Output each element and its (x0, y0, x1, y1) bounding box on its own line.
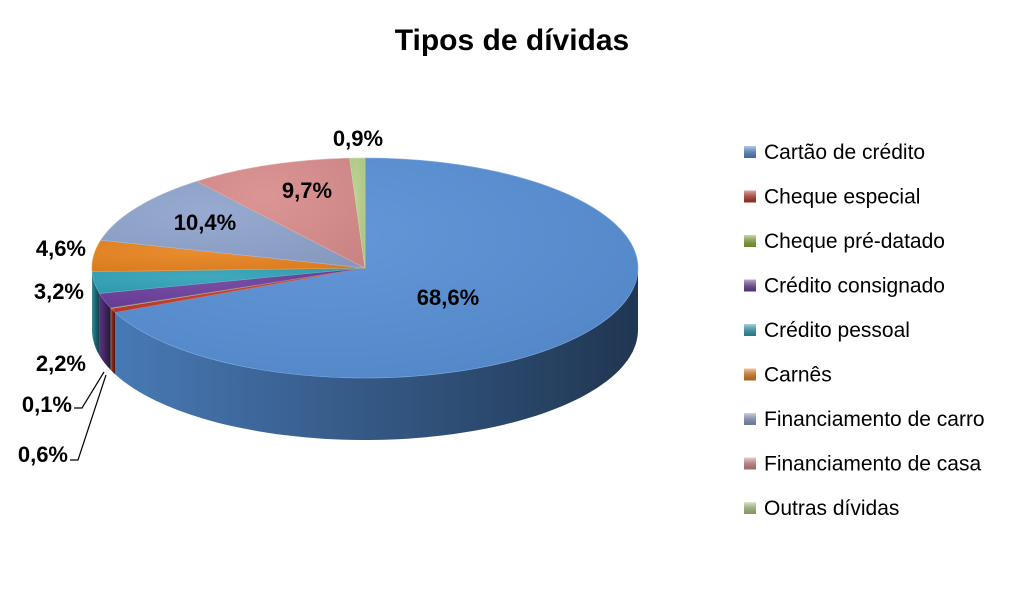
slice-outras-dividas (349, 157, 366, 269)
data-label-cartao-de-credito: 68,6% (417, 285, 479, 310)
slice-cartao-de-credito (114, 157, 639, 379)
data-label-financiamento-de-carro: 10,4% (174, 210, 236, 235)
data-label-credito-pessoal: 3,2% (34, 279, 84, 304)
legend-item-credito-pessoal: Crédito pessoal (744, 319, 910, 342)
slice-financiamento-de-carro (100, 181, 366, 269)
legend-swatch-shade-cartao-de-credito (744, 146, 756, 158)
data-label-cheque-pre-datado: 0,1% (22, 392, 72, 417)
legend-swatch-shade-carnes (744, 368, 756, 381)
legend-swatch-shade-cheque-especial (744, 190, 756, 203)
slice-financiamento-de-casa (196, 157, 366, 269)
data-label-outras-dividas: 0,9% (333, 126, 383, 151)
legend-item-credito-consignado: Crédito consignado (744, 275, 945, 298)
legend-swatch-shade-credito-consignado (744, 279, 756, 292)
legend-label-cheque-especial: Cheque especial (764, 186, 920, 209)
legend-item-carnes: Carnês (744, 364, 832, 387)
legend-label-credito-consignado: Crédito consignado (764, 275, 945, 298)
legend-label-outras-dividas: Outras dívidas (764, 497, 899, 520)
legend-item-financiamento-de-casa: Financiamento de casa (744, 453, 981, 476)
leader-line-cheque-pre-datado (74, 371, 105, 409)
slice-side-credito-consignado (99, 293, 111, 370)
legend-swatch-shade-outras-dividas (744, 502, 756, 514)
legend-item-cheque-especial: Cheque especial (744, 186, 920, 209)
legend-item-financiamento-de-carro: Financiamento de carro (744, 408, 985, 431)
data-labels: 68,6% 0,6% 0,1% 2,2% 3,2% 4,6% 10,4% 9,7% 0,9% (18, 126, 479, 467)
data-label-cheque-especial: 0,6% (18, 442, 68, 467)
slice-side-cartao-de-credito (115, 268, 638, 440)
data-label-financiamento-de-casa: 9,7% (282, 178, 332, 203)
legend-item-outras-dividas: Outras dívidas (744, 497, 899, 520)
slice-side-cheque-pre-datado (110, 307, 112, 371)
legend-item-cartao-de-credito: Cartão de crédito (744, 141, 925, 164)
data-label-credito-consignado: 2,2% (36, 351, 86, 376)
legend-label-financiamento-de-carro: Financiamento de carro (764, 408, 985, 431)
legend-label-credito-pessoal: Crédito pessoal (764, 319, 910, 342)
data-label-carnes: 4,6% (36, 236, 86, 261)
legend-swatch-shade-credito-pessoal (744, 324, 756, 336)
slice-side-cheque-especial (111, 308, 116, 375)
legend-item-cheque-pre-datado: Cheque pré-datado (744, 230, 945, 253)
chart-title: Tipos de dívidas (395, 24, 630, 57)
legend-label-financiamento-de-casa: Financiamento de casa (764, 453, 981, 476)
leader-line-cheque-especial (70, 374, 107, 461)
legend-label-cartao-de-credito: Cartão de crédito (764, 141, 925, 164)
legend-label-cheque-pre-datado: Cheque pré-datado (764, 230, 945, 253)
legend-swatch-shade-cheque-pre-datado (744, 235, 756, 247)
legend-swatch-shade-financiamento-de-carro (744, 413, 756, 425)
slice-side-credito-pessoal (92, 271, 100, 356)
legend-label-carnes: Carnês (764, 364, 832, 387)
legend: Cartão de crédito Cheque especial Cheque p… (744, 141, 985, 520)
pie-plot-area (91, 157, 639, 440)
legend-swatch-shade-financiamento-de-casa (744, 457, 756, 470)
